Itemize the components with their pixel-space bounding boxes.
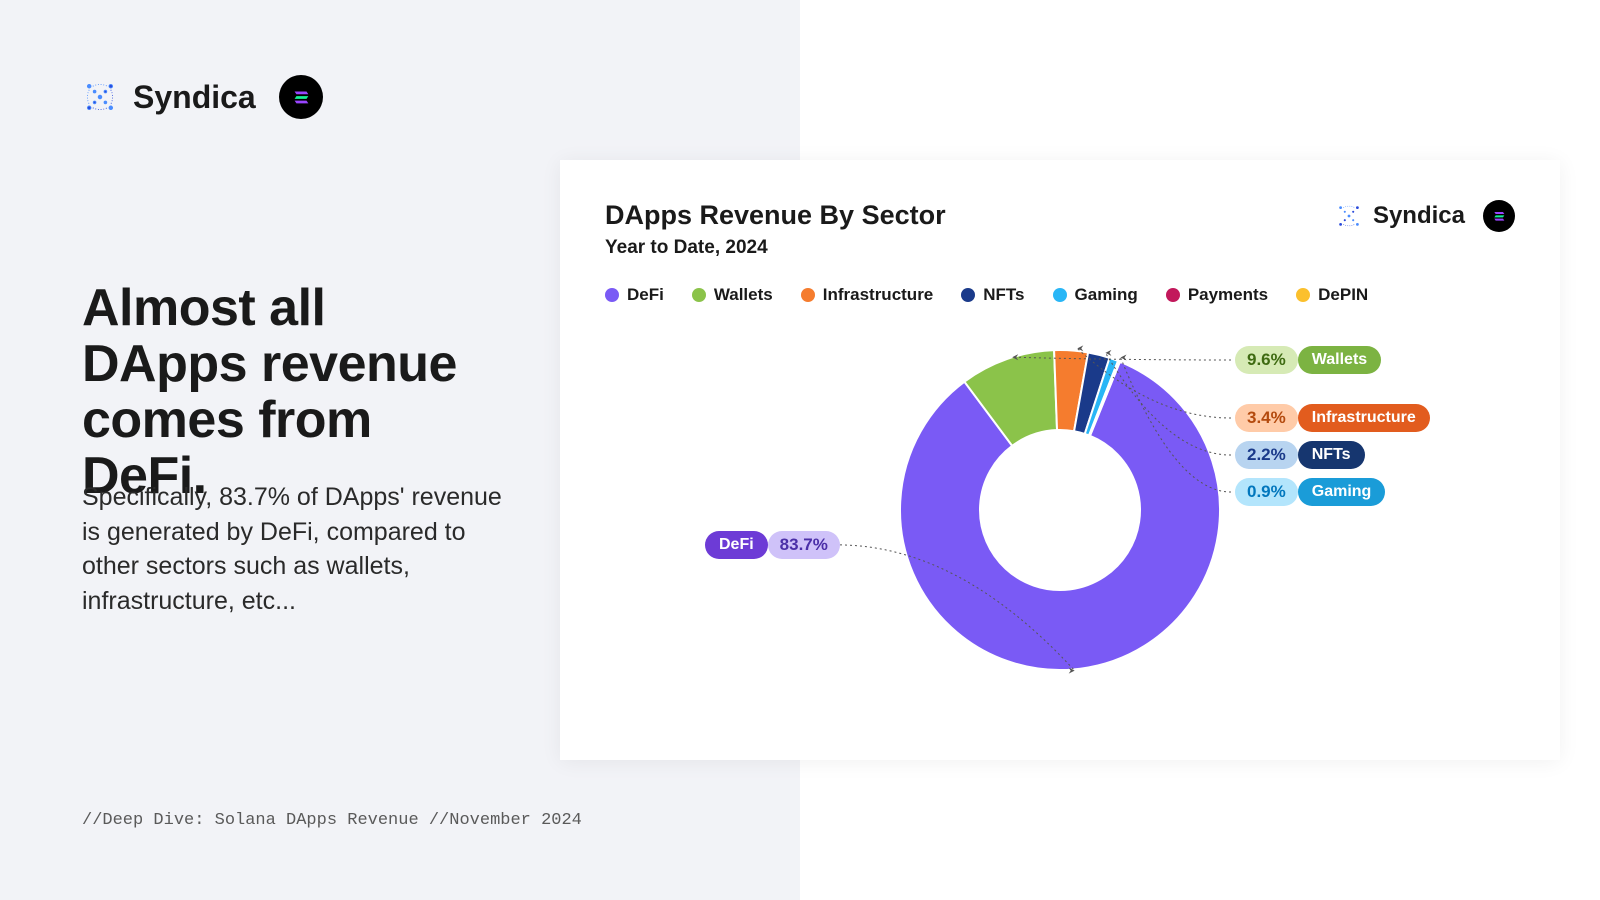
legend-item: Wallets <box>692 285 773 305</box>
chart-legend: DeFi Wallets Infrastructure NFTs Gaming Payme… <box>605 285 1515 305</box>
legend-dot-icon <box>1053 288 1067 302</box>
footer-text: //Deep Dive: Solana DApps Revenue //Nove… <box>82 811 582 830</box>
callout-label: Infrastructure <box>1298 404 1430 432</box>
legend-label: NFTs <box>983 285 1024 305</box>
syndica-icon <box>82 79 118 115</box>
legend-label: Payments <box>1188 285 1268 305</box>
callout: 0.9%Gaming <box>1235 478 1385 506</box>
brand-name: Syndica <box>1373 202 1465 230</box>
legend-dot-icon <box>1166 288 1180 302</box>
callout-pct: 2.2% <box>1235 441 1298 469</box>
callout-pct: 9.6% <box>1235 346 1298 374</box>
callout-pct: 3.4% <box>1235 404 1298 432</box>
chart-header: DApps Revenue By Sector Year to Date, 20… <box>605 200 1515 259</box>
legend-item: DeFi <box>605 285 664 305</box>
legend-item: Payments <box>1166 285 1268 305</box>
brand-name: Syndica <box>133 79 256 116</box>
callout: 2.2%NFTs <box>1235 441 1365 469</box>
legend-dot-icon <box>961 288 975 302</box>
callout-label: DeFi <box>705 531 768 559</box>
body-text: Specifically, 83.7% of DApps' revenue is… <box>82 480 502 618</box>
header-logo: Syndica <box>82 75 323 119</box>
callout: 9.6%Wallets <box>1235 346 1381 374</box>
callout: 3.4%Infrastructure <box>1235 404 1430 432</box>
legend-dot-icon <box>1296 288 1310 302</box>
donut-wrap: DeFi83.7%9.6%Wallets3.4%Infrastructure2.… <box>605 305 1515 725</box>
callout-label: Wallets <box>1298 346 1381 374</box>
callout-label: NFTs <box>1298 441 1365 469</box>
legend-label: Gaming <box>1075 285 1138 305</box>
chart-subtitle: Year to Date, 2024 <box>605 237 946 259</box>
callout-label: Gaming <box>1298 478 1386 506</box>
legend-item: DePIN <box>1296 285 1368 305</box>
callout: DeFi83.7% <box>705 531 840 559</box>
legend-item: Gaming <box>1053 285 1138 305</box>
legend-dot-icon <box>692 288 706 302</box>
callout-pct: 0.9% <box>1235 478 1298 506</box>
legend-dot-icon <box>801 288 815 302</box>
legend-label: DeFi <box>627 285 664 305</box>
chart-card: DApps Revenue By Sector Year to Date, 20… <box>560 160 1560 760</box>
donut-chart <box>900 350 1220 670</box>
chart-logo: Syndica <box>1335 200 1515 232</box>
legend-item: NFTs <box>961 285 1024 305</box>
legend-dot-icon <box>605 288 619 302</box>
solana-badge-icon <box>1483 200 1515 232</box>
legend-label: Wallets <box>714 285 773 305</box>
chart-title: DApps Revenue By Sector <box>605 200 946 231</box>
solana-badge-icon <box>279 75 323 119</box>
headline: Almost all DApps revenue comes from DeFi… <box>82 280 502 505</box>
legend-label: DePIN <box>1318 285 1368 305</box>
legend-item: Infrastructure <box>801 285 934 305</box>
syndica-icon <box>1335 202 1363 230</box>
legend-label: Infrastructure <box>823 285 934 305</box>
callout-pct: 83.7% <box>768 531 840 559</box>
